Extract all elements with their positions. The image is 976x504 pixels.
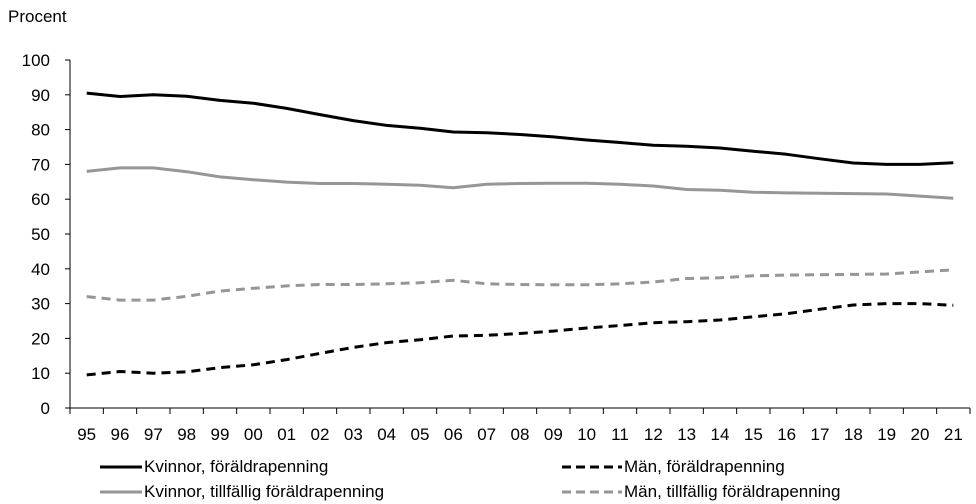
x-tick-label: 11	[611, 425, 629, 444]
y-tick-label: 30	[31, 295, 50, 314]
x-tick-label: 15	[744, 425, 763, 444]
x-tick-label: 96	[111, 425, 130, 444]
x-tick-label: 97	[144, 425, 163, 444]
x-tick-label: 95	[77, 425, 96, 444]
x-tick-label: 16	[777, 425, 796, 444]
x-tick-label: 19	[877, 425, 896, 444]
x-tick-label: 09	[544, 425, 563, 444]
y-tick-label: 20	[31, 329, 50, 348]
x-tick-label: 98	[177, 425, 196, 444]
y-axis: 0 10 20 30 40 50 60 70 80 90 100	[22, 51, 71, 418]
x-tick-label: 20	[911, 425, 930, 444]
plot-area	[86, 91, 954, 377]
y-axis-title: Procent	[8, 7, 67, 26]
y-tick-label: 70	[31, 155, 50, 174]
x-tick-label: 05	[411, 425, 430, 444]
x-tick-label: 06	[444, 425, 463, 444]
x-tick-label: 02	[311, 425, 330, 444]
y-tick-label: 90	[31, 86, 50, 105]
x-tick-label: 04	[377, 425, 396, 444]
x-tick-label: 21	[944, 425, 963, 444]
y-tick-label: 50	[31, 225, 50, 244]
y-tick-label: 100	[22, 51, 50, 70]
y-tick-label: 60	[31, 190, 50, 209]
x-tick-label: 07	[477, 425, 496, 444]
x-tick-label: 18	[844, 425, 863, 444]
y-tick-label: 80	[31, 121, 50, 140]
series-line-4	[86, 268, 954, 302]
x-tick-label: 03	[344, 425, 363, 444]
x-tick-label: 08	[511, 425, 530, 444]
x-tick-label: 00	[244, 425, 263, 444]
series-line-2	[86, 302, 954, 377]
x-tick-label: 01	[277, 425, 296, 444]
y-tick-label: 40	[31, 260, 50, 279]
x-tick-label: 14	[711, 425, 730, 444]
series-line-1	[86, 91, 954, 166]
x-tick-label: 99	[211, 425, 230, 444]
x-tick-label: 10	[577, 425, 596, 444]
x-tick-label: 17	[811, 425, 830, 444]
x-axis: 95 96 97 98 99 00 01 02 03 04 05 06 07 08 09 10 11 12 13 14…	[69, 407, 971, 444]
y-tick-label: 0	[41, 399, 50, 418]
x-tick-label: 13	[677, 425, 696, 444]
x-tick-label: 12	[644, 425, 663, 444]
y-tick-label: 10	[31, 364, 50, 383]
series-line-3	[86, 166, 954, 200]
